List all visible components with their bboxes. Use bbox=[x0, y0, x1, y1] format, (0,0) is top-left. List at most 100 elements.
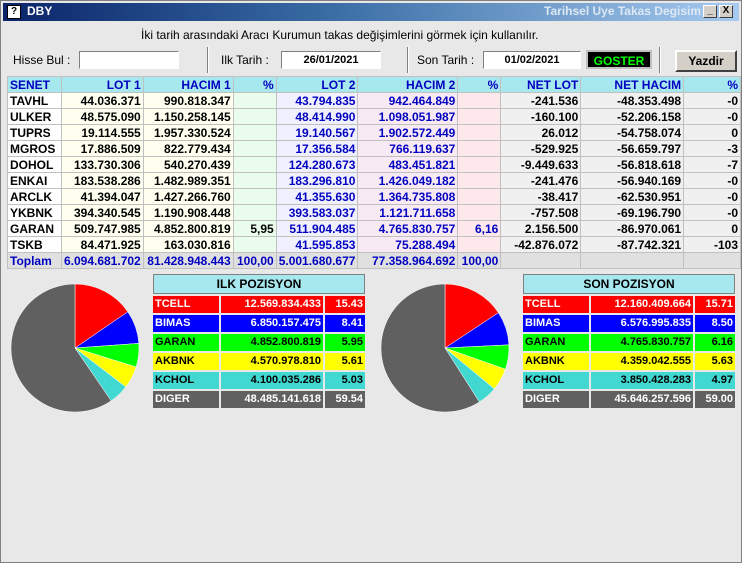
legend-name: TCELL bbox=[523, 296, 589, 313]
legend-name: KCHOL bbox=[523, 372, 589, 389]
table-cell: 133.730.306 bbox=[60, 156, 144, 173]
table-cell: 183.296.810 bbox=[275, 172, 359, 189]
table-row[interactable]: MGROS 17.886.509 822.779.434 17.356.584 766.… bbox=[7, 140, 741, 157]
pie-slice-diger bbox=[380, 283, 480, 413]
end-date-field[interactable]: 01/02/2021 bbox=[483, 51, 581, 69]
table-cell: 540.270.439 bbox=[142, 156, 234, 173]
ilk-pozisyon-legend: TCELL 12.569.834.433 15.43 BIMAS 6.850.157.4… bbox=[153, 296, 365, 414]
legend-percent: 15.43 bbox=[325, 296, 365, 313]
column-header[interactable]: NET HACIM bbox=[580, 76, 685, 93]
table-cell bbox=[232, 236, 277, 253]
close-button[interactable]: X bbox=[719, 5, 733, 18]
table-cell: 4.852.800.819 bbox=[142, 220, 234, 237]
table-row[interactable]: ULKER 48.575.090 1.150.258.145 48.414.990 1.… bbox=[7, 108, 741, 125]
table-cell: 2.156.500 bbox=[500, 220, 582, 237]
table-cell: 17.356.584 bbox=[275, 140, 359, 157]
table-cell: 1.902.572.449 bbox=[357, 124, 459, 141]
legend-percent: 6.16 bbox=[695, 334, 735, 351]
table-cell: -0 bbox=[683, 92, 741, 109]
table-cell: 163.030.816 bbox=[142, 236, 234, 253]
app-name: DBY bbox=[27, 4, 53, 18]
table-row[interactable]: TUPRS 19.114.555 1.957.330.524 19.140.567 1.… bbox=[7, 124, 741, 141]
column-header[interactable]: LOT 2 bbox=[275, 76, 359, 93]
column-header[interactable]: % bbox=[683, 76, 741, 93]
legend-name: TCELL bbox=[153, 296, 219, 313]
table-cell: -0 bbox=[683, 172, 741, 189]
table-row[interactable]: ENKAI 183.538.286 1.482.989.351 183.296.810… bbox=[7, 172, 741, 189]
legend-name: GARAN bbox=[523, 334, 589, 351]
table-cell: 483.451.821 bbox=[357, 156, 459, 173]
row-symbol: ULKER bbox=[7, 108, 62, 125]
separator bbox=[407, 47, 409, 73]
table-cell: 1.427.266.760 bbox=[142, 188, 234, 205]
table-cell: 26.012 bbox=[500, 124, 582, 141]
table-cell: 509.747.985 bbox=[60, 220, 144, 237]
column-header[interactable]: HACIM 2 bbox=[357, 76, 459, 93]
legend-row: BIMAS 6.850.157.475 8.41 bbox=[153, 315, 365, 332]
legend-row: TCELL 12.160.409.664 15.71 bbox=[523, 296, 735, 313]
legend-percent: 5.61 bbox=[325, 353, 365, 370]
legend-row: KCHOL 3.850.428.283 4.97 bbox=[523, 372, 735, 389]
minimize-button[interactable]: _ bbox=[703, 5, 717, 18]
table-cell: 1.364.735.808 bbox=[357, 188, 459, 205]
legend-percent: 5.95 bbox=[325, 334, 365, 351]
son-pozisyon-legend: TCELL 12.160.409.664 15.71 BIMAS 6.576.995.8… bbox=[523, 296, 735, 414]
search-input[interactable] bbox=[79, 51, 179, 69]
column-header[interactable]: % bbox=[232, 76, 277, 93]
yazdir-button[interactable]: Yazdir bbox=[675, 50, 737, 72]
table-cell: -0 bbox=[683, 204, 741, 221]
table-cell bbox=[457, 188, 502, 205]
table-row[interactable]: GARAN 509.747.985 4.852.800.819 5,95 511.904… bbox=[7, 220, 741, 237]
table-cell bbox=[457, 108, 502, 125]
table-cell: -241.536 bbox=[500, 92, 582, 109]
total-cell: 81.428.948.443 bbox=[142, 252, 234, 269]
column-header[interactable]: HACIM 1 bbox=[142, 76, 234, 93]
total-cell: 77.358.964.692 bbox=[357, 252, 459, 269]
table-cell bbox=[232, 156, 277, 173]
row-symbol: TAVHL bbox=[7, 92, 62, 109]
goster-button[interactable]: GOSTER bbox=[586, 50, 652, 69]
legend-value: 3.850.428.283 bbox=[591, 372, 693, 389]
table-row[interactable]: YKBNK 394.340.545 1.190.908.448 393.583.037… bbox=[7, 204, 741, 221]
table-cell: 48.414.990 bbox=[275, 108, 359, 125]
table-cell: 1.190.908.448 bbox=[142, 204, 234, 221]
start-date-field[interactable]: 26/01/2021 bbox=[281, 51, 381, 69]
legend-value: 12.569.834.433 bbox=[221, 296, 323, 313]
table-cell: -7 bbox=[683, 156, 741, 173]
legend-value: 4.100.035.286 bbox=[221, 372, 323, 389]
table-row[interactable]: TSKB 84.471.925 163.030.816 41.595.853 75.28… bbox=[7, 236, 741, 253]
column-header[interactable]: % bbox=[457, 76, 502, 93]
row-symbol: DOHOL bbox=[7, 156, 62, 173]
legend-percent: 4.97 bbox=[695, 372, 735, 389]
legend-name: BIMAS bbox=[523, 315, 589, 332]
column-header[interactable]: NET LOT bbox=[500, 76, 582, 93]
table-row[interactable]: ARCLK 41.394.047 1.427.266.760 41.355.630 1.… bbox=[7, 188, 741, 205]
takas-table[interactable]: SENET LOT 1 HACIM 1% LOT 2 HACIM 2% NET LOT NE… bbox=[7, 76, 741, 269]
legend-row: GARAN 4.765.830.757 6.16 bbox=[523, 334, 735, 351]
total-cell: 100,00 bbox=[232, 252, 277, 269]
legend-percent: 59.00 bbox=[695, 391, 735, 408]
separator bbox=[659, 47, 661, 73]
table-cell: 394.340.545 bbox=[60, 204, 144, 221]
table-cell bbox=[232, 188, 277, 205]
total-cell: 5.001.680.677 bbox=[275, 252, 359, 269]
table-cell: -241.476 bbox=[500, 172, 582, 189]
table-row[interactable]: TAVHL 44.036.371 990.818.347 43.794.835 942.… bbox=[7, 92, 741, 109]
legend-row: AKBNK 4.359.042.555 5.63 bbox=[523, 353, 735, 370]
separator bbox=[207, 47, 209, 73]
legend-row: TCELL 12.569.834.433 15.43 bbox=[153, 296, 365, 313]
legend-name: AKBNK bbox=[153, 353, 219, 370]
table-cell: -48.353.498 bbox=[580, 92, 685, 109]
table-cell bbox=[457, 124, 502, 141]
column-header[interactable]: SENET bbox=[7, 76, 62, 93]
table-row[interactable]: DOHOL 133.730.306 540.270.439 124.280.673 48… bbox=[7, 156, 741, 173]
column-header[interactable]: LOT 1 bbox=[60, 76, 144, 93]
table-cell: -103 bbox=[683, 236, 741, 253]
table-cell: 1.150.258.145 bbox=[142, 108, 234, 125]
legend-name: KCHOL bbox=[153, 372, 219, 389]
title-bar[interactable]: ? DBY Tarihsel Uye Takas Degisim _ X bbox=[3, 3, 739, 21]
system-menu-icon[interactable]: ? bbox=[7, 5, 21, 19]
table-cell bbox=[457, 140, 502, 157]
row-symbol: ENKAI bbox=[7, 172, 62, 189]
